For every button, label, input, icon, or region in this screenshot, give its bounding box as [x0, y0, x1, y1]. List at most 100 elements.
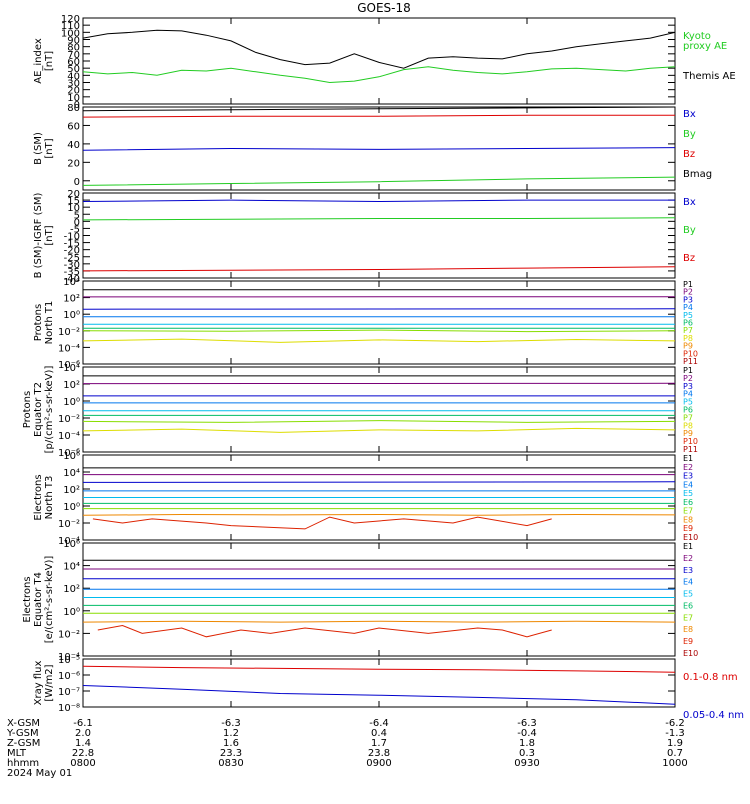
- pn-series-p8: [83, 339, 675, 342]
- en-legend-item: E1: [683, 454, 693, 463]
- ae-series-themis-ae: [83, 30, 675, 68]
- pn-ylabel: Protons: [33, 304, 44, 341]
- ee-ylabel: Electrons: [22, 576, 33, 622]
- ee-legend-item: E10: [683, 649, 698, 658]
- ee-ytick-label: 10⁶: [63, 539, 80, 550]
- ae-ytick-label: 120: [61, 14, 80, 25]
- en-legend-item: E9: [683, 524, 693, 533]
- xray-legend-item: 0.05-0.4 nm: [683, 710, 744, 721]
- ee-legend-item: E5: [683, 590, 693, 599]
- en-ytick-label: 10⁻²: [58, 519, 80, 530]
- bsm-legend-item: Bz: [683, 149, 695, 160]
- bsm-ytick-label: 0: [74, 177, 80, 188]
- pe-ylabel: Equator T2: [33, 382, 44, 437]
- bigrf-frame: [83, 193, 675, 278]
- ee-legend-item: E4: [683, 578, 693, 587]
- pn-series-p7: [83, 330, 675, 332]
- ee-legend-item: E2: [683, 554, 693, 563]
- pn-ytick-label: 10⁻⁴: [58, 343, 80, 354]
- xray-legend-item: 0.1-0.8 nm: [683, 672, 738, 683]
- en-ylabel: North T3: [44, 476, 55, 520]
- ee-ytick-label: 10⁴: [63, 562, 80, 573]
- en-series-e3: [83, 482, 675, 483]
- pn-legend-item: P11: [683, 357, 698, 366]
- ee-legend-item: E1: [683, 542, 693, 551]
- pe-series-p8: [83, 428, 675, 432]
- bsm-ytick-label: 80: [67, 103, 80, 114]
- en-legend-item: E2: [683, 463, 693, 472]
- bsm-legend-item: Bmag: [683, 169, 712, 180]
- ee-ylabel: [e/(cm²-s-sr-keV)]: [44, 556, 55, 644]
- bigrf-legend-item: Bz: [683, 253, 695, 264]
- ae-ylabel: [nT]: [44, 51, 55, 71]
- bsm-ytick-label: 60: [67, 121, 80, 132]
- en-ytick-label: 10²: [63, 485, 80, 496]
- en-legend-item: E7: [683, 507, 693, 516]
- en-legend-item: E5: [683, 489, 693, 498]
- bigrf-legend-item: By: [683, 225, 696, 236]
- footer-row-value: 0900: [366, 758, 391, 769]
- footer-row-value: 0830: [218, 758, 243, 769]
- footer-row-x-gsm: X-GSM-6.1-6.3-6.4-6.3-6.2: [7, 718, 685, 729]
- ee-legend-item: E6: [683, 601, 693, 610]
- bsm-ylabel: [nT]: [44, 138, 55, 158]
- bigrf-ytick-label: 20: [67, 189, 80, 200]
- ae-ylabel: AE_index: [33, 38, 44, 84]
- en-series-e8: [83, 515, 675, 516]
- xray-ytick-label: 10⁻⁷: [58, 687, 80, 698]
- xray-ytick-label: 10⁻⁶: [58, 671, 80, 682]
- bigrf-series-bx: [83, 200, 675, 201]
- bsm-series-bz: [83, 115, 675, 117]
- en-legend-item: E3: [683, 472, 693, 481]
- ee-series-e8: [83, 621, 675, 622]
- footer-date: 2024 May 01: [7, 768, 72, 779]
- bsm-ytick-label: 40: [67, 140, 80, 151]
- pe-frame: [83, 367, 675, 452]
- bigrf-series-by: [83, 218, 675, 220]
- pe-ytick-label: 10²: [63, 380, 80, 391]
- bigrf-ylabel: [nT]: [44, 225, 55, 245]
- en-ylabel: Electrons: [33, 474, 44, 520]
- ee-ytick-label: 10⁰: [63, 607, 80, 618]
- ee-legend-item: E8: [683, 625, 693, 634]
- pe-ytick-label: 10⁻⁴: [58, 431, 80, 442]
- ae-series-kyoto-proxy-ae: [83, 67, 675, 83]
- ee-ytick-label: 10²: [63, 584, 80, 595]
- en-legend-item: E8: [683, 515, 693, 524]
- footer-row-value: 0800: [70, 758, 95, 769]
- bigrf-legend-item: Bx: [683, 197, 696, 208]
- en-ytick-label: 10⁰: [63, 502, 80, 513]
- xray-ylabel: [W/m2]: [44, 664, 55, 701]
- en-legend-item: E4: [683, 480, 693, 489]
- en-ytick-label: 10⁶: [63, 451, 80, 462]
- pe-series-p7: [83, 421, 675, 423]
- bigrf-ylabel: B (SM)-IGRF (SM): [33, 193, 44, 279]
- pe-legend-item: P11: [683, 445, 698, 454]
- pn-ytick-label: 10²: [63, 294, 80, 305]
- ee-ylabel: Equator T4: [33, 572, 44, 627]
- pe-ylabel: Protons: [22, 391, 33, 428]
- pn-ytick-label: 10⁰: [63, 310, 80, 321]
- ae-legend-item: Themis AE: [682, 71, 736, 82]
- ee-legend-item: E9: [683, 637, 693, 646]
- chart-title: GOES-18: [357, 1, 411, 15]
- pe-ytick-label: 10⁴: [63, 363, 80, 374]
- pe-ytick-label: 10⁻²: [58, 414, 80, 425]
- en-legend-item: E6: [683, 498, 693, 507]
- pe-ytick-label: 10⁰: [63, 397, 80, 408]
- ee-ytick-label: 10⁻²: [58, 629, 80, 640]
- en-legend-item: E10: [683, 533, 698, 542]
- ae-legend-item: proxy AE: [683, 41, 727, 52]
- xray-ytick-label: 10⁻⁸: [58, 703, 80, 714]
- ae-panel: 0102030405060708090100110120AE_index[nT]…: [33, 14, 736, 111]
